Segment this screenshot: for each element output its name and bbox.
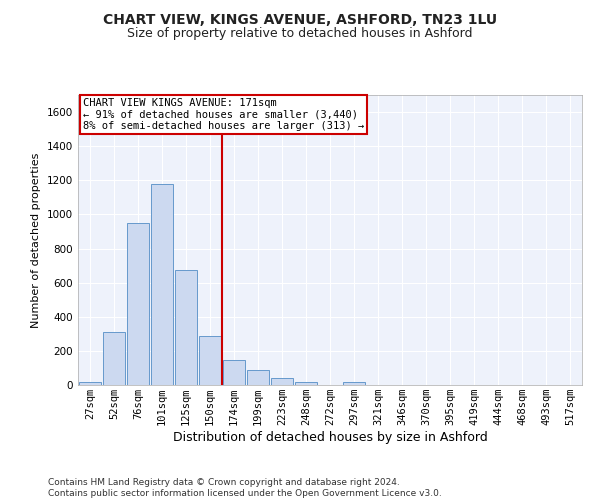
Y-axis label: Number of detached properties: Number of detached properties <box>31 152 41 328</box>
Text: Contains HM Land Registry data © Crown copyright and database right 2024.
Contai: Contains HM Land Registry data © Crown c… <box>48 478 442 498</box>
Bar <box>79 382 101 385</box>
Bar <box>271 378 293 385</box>
Bar <box>151 184 173 385</box>
Bar <box>343 382 365 385</box>
Bar <box>247 370 269 385</box>
Text: CHART VIEW KINGS AVENUE: 171sqm
← 91% of detached houses are smaller (3,440)
8% : CHART VIEW KINGS AVENUE: 171sqm ← 91% of… <box>83 98 364 131</box>
Bar <box>295 382 317 385</box>
X-axis label: Distribution of detached houses by size in Ashford: Distribution of detached houses by size … <box>173 431 487 444</box>
Bar <box>199 336 221 385</box>
Bar <box>223 360 245 385</box>
Text: Size of property relative to detached houses in Ashford: Size of property relative to detached ho… <box>127 28 473 40</box>
Bar <box>175 270 197 385</box>
Bar <box>103 332 125 385</box>
Bar <box>127 223 149 385</box>
Text: CHART VIEW, KINGS AVENUE, ASHFORD, TN23 1LU: CHART VIEW, KINGS AVENUE, ASHFORD, TN23 … <box>103 12 497 26</box>
